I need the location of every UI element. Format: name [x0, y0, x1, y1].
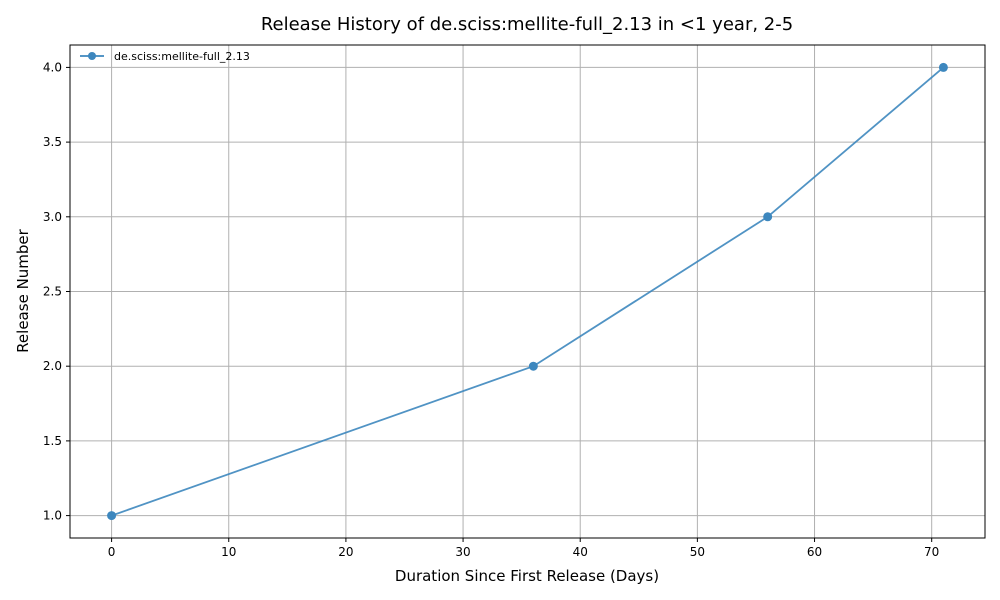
data-point [528, 361, 538, 371]
data-point [763, 212, 773, 222]
x-tick-label: 50 [690, 545, 705, 559]
data-point [107, 511, 117, 521]
grid [70, 45, 985, 538]
x-tick-label: 40 [573, 545, 588, 559]
x-axis-label: Duration Since First Release (Days) [395, 567, 659, 585]
x-tick-label: 10 [221, 545, 236, 559]
data-point [938, 62, 948, 72]
series-line [111, 66, 944, 517]
plot-frame [69, 44, 986, 539]
y-tick-label: 2.0 [43, 359, 62, 373]
y-tick-label: 2.5 [43, 285, 62, 299]
plot-series [107, 62, 948, 521]
x-tick-label: 20 [338, 545, 353, 559]
x-tick-label: 0 [108, 545, 116, 559]
legend-marker [88, 52, 96, 60]
x-tick-label: 70 [924, 545, 939, 559]
y-tick-label: 1.0 [43, 509, 62, 523]
y-axis-label: Release Number [14, 228, 32, 352]
legend: de.sciss:mellite-full_2.13 [80, 50, 250, 63]
y-ticks: 1.0 1.5 2.0 2.5 3.0 3.5 4.0 [43, 60, 70, 523]
y-tick-label: 4.0 [43, 60, 62, 74]
y-tick-label: 1.5 [43, 434, 62, 448]
x-tick-label: 30 [455, 545, 470, 559]
y-tick-label: 3.5 [43, 135, 62, 149]
legend-label: de.sciss:mellite-full_2.13 [114, 50, 250, 63]
y-tick-label: 3.0 [43, 210, 62, 224]
x-ticks: 0 10 20 30 40 50 60 70 [108, 538, 939, 559]
chart-title: Release History of de.sciss:mellite-full… [261, 14, 793, 35]
x-tick-label: 60 [807, 545, 822, 559]
